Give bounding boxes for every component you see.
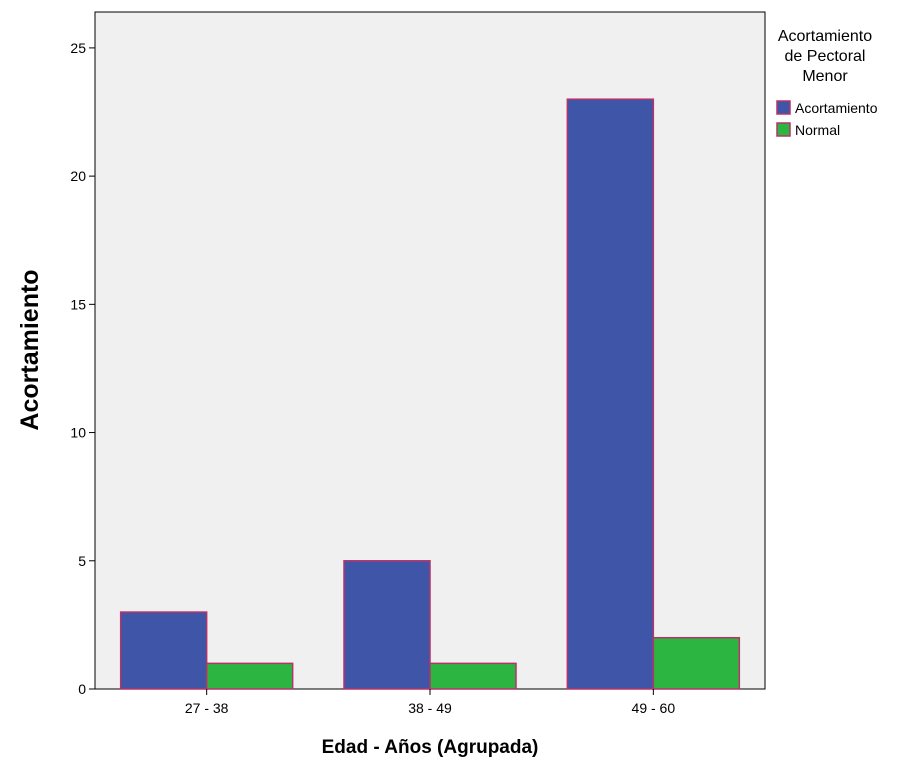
x-tick-label-2: 49 - 60: [632, 700, 676, 716]
legend: Acortamiento de Pectoral Menor Acortamie…: [776, 28, 878, 138]
legend-label-acortamiento: Acortamiento: [795, 100, 878, 116]
y-tick-label-5: 25: [70, 40, 86, 56]
legend-title-line-2: de Pectoral: [785, 48, 866, 65]
bar-acortamiento-2: [566, 98, 655, 690]
legend-label-normal: Normal: [795, 122, 840, 138]
y-axis-title: Acortamiento: [16, 269, 44, 430]
legend-items: Acortamiento Normal: [776, 100, 878, 138]
legend-swatch-acortamiento: [776, 100, 791, 115]
bar-acortamiento-0: [119, 611, 208, 690]
bar-acortamiento-1: [343, 560, 431, 690]
y-tick-label-4: 20: [70, 168, 86, 184]
y-tick-label-0: 0: [78, 681, 86, 697]
legend-title-line-3: Menor: [802, 68, 848, 85]
y-tick-label-2: 10: [70, 425, 86, 441]
y-tick-label-3: 15: [70, 296, 86, 312]
y-tick-label-1: 5: [78, 553, 86, 569]
bar-normal-2: [652, 636, 741, 690]
x-tick-label-1: 38 - 49: [408, 700, 452, 716]
y-axis: 0 5 10 15 20 25: [70, 40, 95, 697]
legend-swatch-normal: [776, 122, 791, 137]
bar-normal-0: [205, 662, 294, 690]
legend-title-line-1: Acortamiento: [778, 28, 872, 45]
bars-layer: [119, 98, 741, 690]
x-axis-title: Edad - Años (Agrupada): [322, 737, 539, 758]
x-axis: 27 - 38 38 - 49 49 - 60: [185, 689, 675, 716]
x-tick-label-0: 27 - 38: [185, 700, 229, 716]
bar-normal-1: [429, 662, 517, 690]
